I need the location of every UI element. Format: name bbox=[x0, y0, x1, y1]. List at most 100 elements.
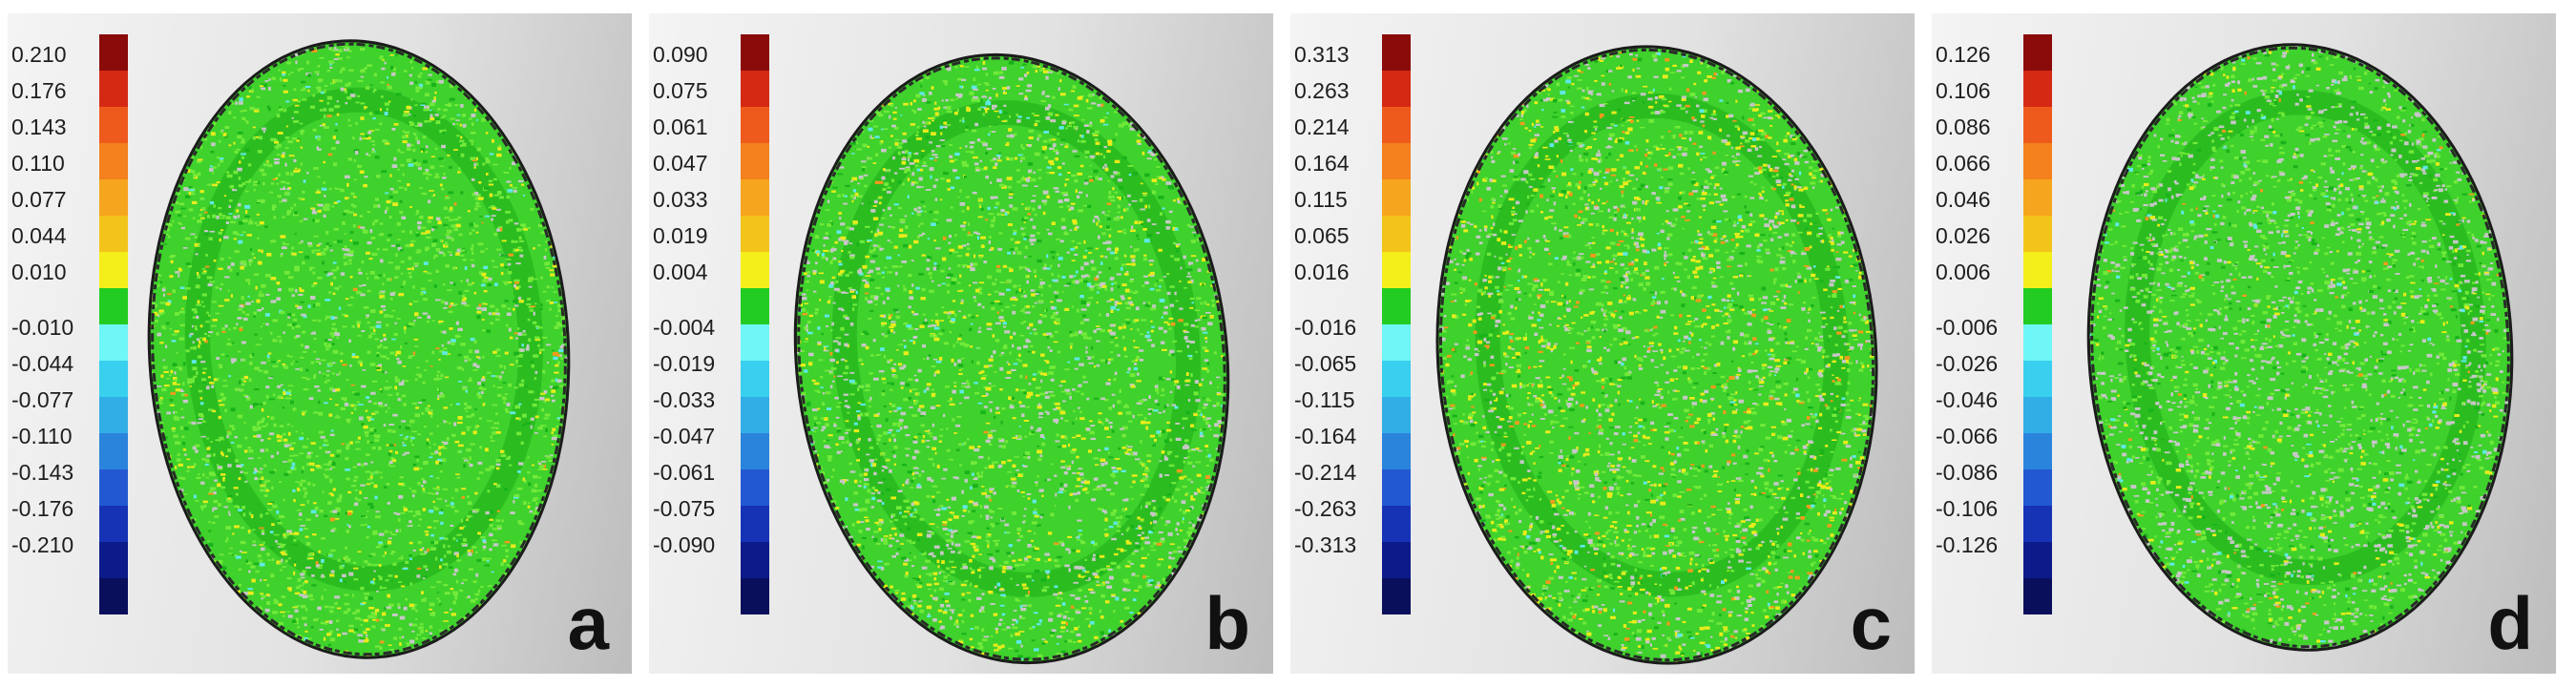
colorbar-tick: 0.126 bbox=[1936, 44, 2020, 66]
colorbar-swatch bbox=[1382, 578, 1411, 614]
colorbar-swatch bbox=[99, 324, 128, 361]
colorbar-swatch bbox=[1382, 34, 1411, 71]
colorbar-swatch bbox=[2023, 179, 2052, 216]
colorbar-swatch bbox=[741, 71, 769, 107]
colorbar-swatch bbox=[99, 578, 128, 614]
colorbar-tick: 0.210 bbox=[11, 44, 95, 66]
colorbar-tick: 0.214 bbox=[1294, 116, 1378, 138]
colorbar bbox=[99, 34, 128, 614]
colorbar-tick: 0.176 bbox=[11, 80, 95, 102]
colorbar-swatch bbox=[99, 397, 128, 433]
colorbar-tick: -0.090 bbox=[653, 534, 737, 556]
colorbar-tick: -0.004 bbox=[653, 317, 737, 339]
colorbar-swatch bbox=[741, 397, 769, 433]
colorbar-swatch bbox=[741, 107, 769, 143]
colorbar-tick: -0.019 bbox=[653, 353, 737, 375]
colorbar-swatch bbox=[741, 469, 769, 506]
colorbar-tick: -0.214 bbox=[1294, 462, 1378, 484]
colorbar-swatch bbox=[1382, 288, 1411, 324]
colorbar-swatch bbox=[741, 578, 769, 614]
panel-c: 0.313 0.263 0.214 0.164 0.115 0.065 0.01… bbox=[1290, 13, 1915, 674]
panel-letter: d bbox=[2487, 586, 2533, 660]
colorbar-tick: 0.006 bbox=[1936, 261, 2020, 283]
colorbar-tick: 0.106 bbox=[1936, 80, 2020, 102]
colorbar-tick: -0.110 bbox=[11, 426, 95, 448]
scan-image bbox=[141, 31, 583, 667]
colorbar-swatch bbox=[741, 542, 769, 578]
colorbar-swatch bbox=[1382, 179, 1411, 216]
colorbar-swatch bbox=[1382, 143, 1411, 179]
colorbar-tick: 0.016 bbox=[1294, 261, 1378, 283]
colorbar-swatch bbox=[741, 288, 769, 324]
deviation-map bbox=[783, 34, 1257, 674]
colorbar-swatch bbox=[2023, 469, 2052, 506]
colorbar-tick: 0.010 bbox=[11, 261, 95, 283]
colorbar-tick: -0.016 bbox=[1294, 317, 1378, 339]
colorbar-swatch bbox=[1382, 107, 1411, 143]
scan-image bbox=[783, 34, 1257, 674]
colorbar-swatch bbox=[99, 433, 128, 469]
colorbar-tick: 0.033 bbox=[653, 189, 737, 211]
colorbar-swatch bbox=[741, 34, 769, 71]
colorbar bbox=[2023, 34, 2052, 614]
colorbar-tick: -0.046 bbox=[1936, 389, 2020, 411]
colorbar bbox=[741, 34, 769, 614]
colorbar-swatch bbox=[741, 361, 769, 397]
colorbar-tick: 0.313 bbox=[1294, 44, 1378, 66]
colorbar-swatch bbox=[741, 216, 769, 252]
scan-image bbox=[1424, 32, 1895, 674]
colorbar-swatch bbox=[2023, 361, 2052, 397]
colorbar-swatch bbox=[741, 324, 769, 361]
colorbar-tick: -0.263 bbox=[1294, 498, 1378, 520]
colorbar-tick: -0.010 bbox=[11, 317, 95, 339]
colorbar-swatch bbox=[2023, 252, 2052, 288]
colorbar-tick: -0.210 bbox=[11, 534, 95, 556]
colorbar-tick: -0.033 bbox=[653, 389, 737, 411]
colorbar-tick: -0.006 bbox=[1936, 317, 2020, 339]
colorbar-tick: -0.044 bbox=[11, 353, 95, 375]
colorbar-swatch bbox=[2023, 542, 2052, 578]
colorbar-labels: 0.126 0.106 0.086 0.066 0.046 0.026 0.00… bbox=[1932, 13, 2021, 674]
colorbar-tick: 0.047 bbox=[653, 153, 737, 175]
colorbar-swatch bbox=[99, 71, 128, 107]
colorbar-tick: 0.044 bbox=[11, 225, 95, 247]
colorbar-tick: -0.075 bbox=[653, 498, 737, 520]
colorbar-swatch bbox=[99, 542, 128, 578]
colorbar-swatch bbox=[1382, 361, 1411, 397]
colorbar-tick: 0.143 bbox=[11, 116, 95, 138]
colorbar-swatch bbox=[1382, 252, 1411, 288]
panel-b: 0.090 0.075 0.061 0.047 0.033 0.019 0.00… bbox=[649, 13, 1273, 674]
colorbar-swatch bbox=[1382, 506, 1411, 542]
deviation-map bbox=[1424, 32, 1895, 674]
colorbar-swatch bbox=[99, 252, 128, 288]
colorbar-tick: 0.046 bbox=[1936, 189, 2020, 211]
colorbar-swatch bbox=[741, 252, 769, 288]
colorbar-swatch bbox=[1382, 216, 1411, 252]
colorbar-swatch bbox=[1382, 71, 1411, 107]
scan-image bbox=[2074, 34, 2526, 660]
colorbar-swatch bbox=[2023, 578, 2052, 614]
colorbar-tick: 0.110 bbox=[11, 153, 95, 175]
colorbar-tick: -0.065 bbox=[1294, 353, 1378, 375]
colorbar-tick: 0.164 bbox=[1294, 153, 1378, 175]
colorbar-swatch bbox=[2023, 433, 2052, 469]
colorbar-tick: 0.065 bbox=[1294, 225, 1378, 247]
colorbar-tick: 0.061 bbox=[653, 116, 737, 138]
colorbar-swatch bbox=[99, 288, 128, 324]
colorbar-tick: 0.075 bbox=[653, 80, 737, 102]
colorbar-tick: -0.086 bbox=[1936, 462, 2020, 484]
colorbar-swatch bbox=[2023, 216, 2052, 252]
colorbar-swatch bbox=[1382, 433, 1411, 469]
colorbar-swatch bbox=[99, 179, 128, 216]
colorbar-tick: -0.026 bbox=[1936, 353, 2020, 375]
colorbar-swatch bbox=[1382, 397, 1411, 433]
colorbar-tick: -0.047 bbox=[653, 426, 737, 448]
colorbar-swatch bbox=[1382, 324, 1411, 361]
colorbar-swatch bbox=[2023, 397, 2052, 433]
colorbar-swatch bbox=[99, 34, 128, 71]
panel-d: 0.126 0.106 0.086 0.066 0.046 0.026 0.00… bbox=[1932, 13, 2556, 674]
colorbar-swatch bbox=[741, 179, 769, 216]
colorbar-tick: 0.090 bbox=[653, 44, 737, 66]
colorbar-tick: 0.115 bbox=[1294, 189, 1378, 211]
